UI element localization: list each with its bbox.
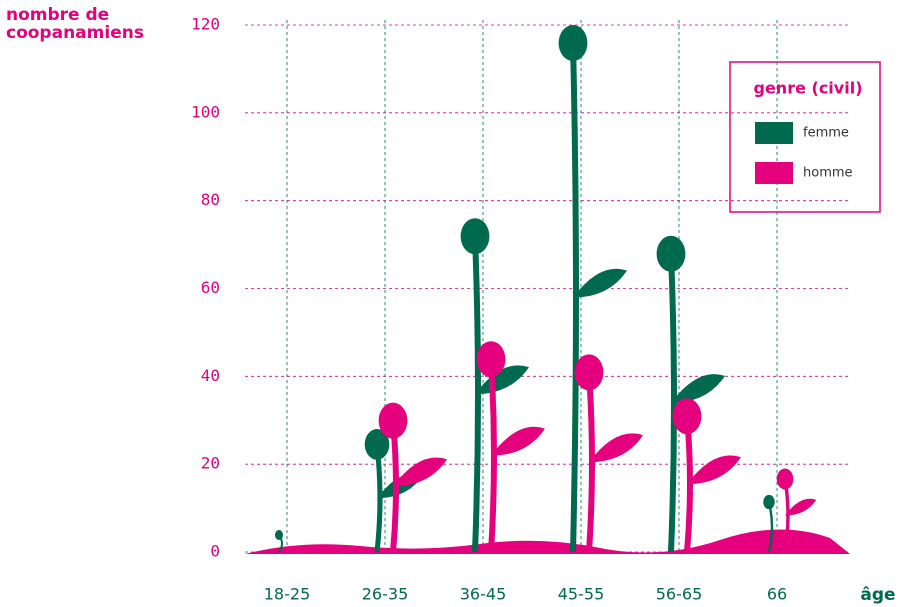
legend-swatch — [755, 122, 793, 144]
flower — [575, 354, 643, 552]
bud — [673, 398, 702, 434]
x-tick-label: 45-55 — [558, 585, 605, 604]
y-tick-label: 60 — [201, 278, 220, 297]
y-tick-label: 100 — [191, 102, 220, 121]
x-tick-label: 66 — [767, 585, 787, 604]
bud — [657, 236, 686, 272]
leaf — [687, 455, 741, 484]
x-tick-label: 26-35 — [362, 585, 409, 604]
legend-swatch — [755, 162, 793, 184]
page: nombre de coopanamiens âge genre (civil)… — [0, 0, 917, 607]
x-tick-label: 56-65 — [656, 585, 703, 604]
leaf — [589, 433, 643, 462]
x-tick-label: 18-25 — [264, 585, 311, 604]
stem — [589, 372, 592, 552]
stem — [475, 236, 478, 552]
stem — [785, 479, 788, 552]
y-tick-label: 80 — [201, 190, 220, 209]
y-tick-label: 120 — [191, 15, 220, 34]
bud — [559, 25, 588, 61]
legend-title: genre (civil) — [754, 79, 863, 98]
stem — [491, 359, 494, 552]
stem — [671, 254, 674, 552]
legend-label: homme — [803, 166, 853, 181]
bud — [477, 341, 506, 377]
stem — [393, 421, 396, 552]
y-tick-label: 20 — [201, 454, 220, 473]
leaf — [785, 499, 816, 516]
flower — [379, 403, 447, 552]
x-tick-label: 36-45 — [460, 585, 507, 604]
y-tick-label: 0 — [210, 542, 220, 561]
bud — [461, 218, 490, 254]
leaf — [491, 427, 545, 456]
leaf — [393, 458, 447, 487]
y-tick-label: 40 — [201, 366, 220, 385]
bud — [777, 469, 794, 490]
flower — [673, 398, 741, 552]
bud — [275, 530, 283, 540]
stem — [769, 502, 772, 552]
stem — [687, 416, 690, 552]
stem — [377, 444, 380, 552]
stem — [573, 43, 576, 552]
x-axis-label: âge — [860, 585, 895, 605]
bud — [575, 354, 604, 390]
bud — [379, 403, 408, 439]
ground — [245, 529, 850, 554]
chart: âge genre (civil) 0 20 40 60 80 100 120 18-25 26… — [0, 0, 917, 607]
legend-label: femme — [803, 126, 849, 141]
bud — [763, 495, 774, 509]
